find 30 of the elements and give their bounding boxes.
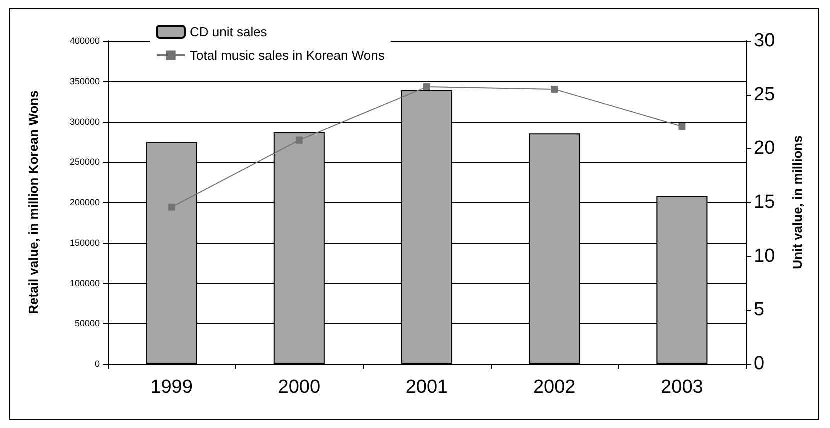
point	[678, 123, 686, 130]
x-tick-label: 2003	[661, 377, 704, 398]
y2-tick-label: 0	[754, 354, 765, 374]
legend-label: CD unit sales	[190, 24, 268, 40]
y2-tick-label: 30	[754, 30, 776, 52]
y2-tick-label: 10	[754, 246, 776, 267]
y2-tick-label: 20	[754, 138, 776, 160]
y2-axis-title: Unit value, in millions	[790, 136, 805, 270]
y-tick-label: 200000	[70, 198, 100, 208]
y-tick-label: 0	[94, 359, 100, 369]
y-tick-label: 300000	[70, 116, 100, 127]
y-tick-label: 50000	[74, 318, 100, 329]
y2-tick-label: 25	[754, 84, 776, 106]
y-tick-label: 100000	[70, 278, 100, 288]
y-tick-label: 350000	[70, 76, 100, 86]
legend-label: Total music sales in Korean Wons	[190, 48, 386, 63]
x-tick-label: 1999	[150, 377, 193, 398]
y2-tick-label: 5	[754, 300, 765, 321]
point	[551, 86, 558, 93]
y-axis-title: Retail value, in million Korean Wons	[26, 90, 41, 314]
y-tick-label: 150000	[70, 238, 100, 248]
y-tick-label: 400000	[70, 36, 100, 46]
point	[296, 136, 303, 144]
y2-tick-label: 15	[754, 192, 776, 213]
x-tick-label: 2001	[406, 377, 448, 398]
point	[168, 204, 176, 211]
point	[424, 84, 430, 91]
x-tick-label: 2002	[533, 377, 576, 398]
y-tick-label: 250000	[70, 157, 100, 168]
x-tick-label: 2000	[278, 377, 321, 398]
